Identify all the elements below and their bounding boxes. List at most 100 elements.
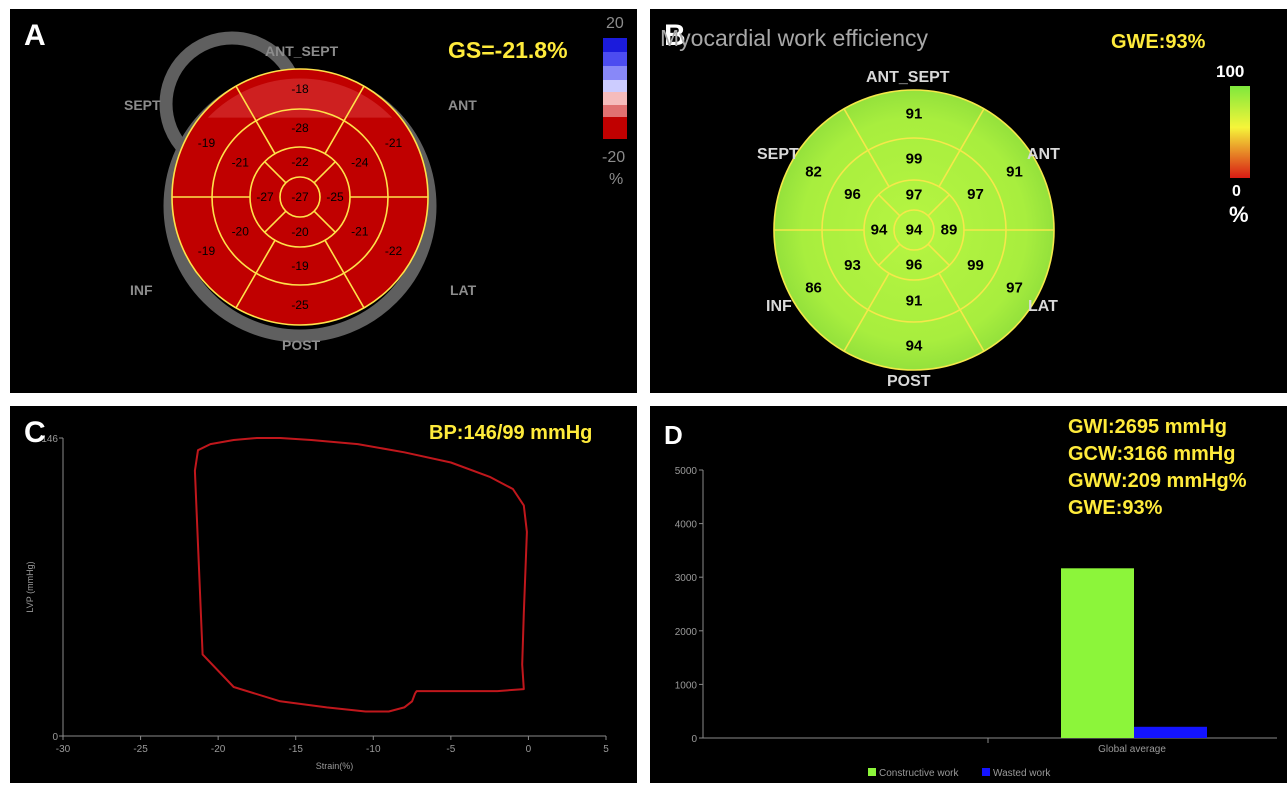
scale-max-label-b: 100: [1216, 62, 1245, 81]
efficiency-title: Myocardial work efficiency: [660, 25, 929, 51]
legend-label: Wasted work: [993, 768, 1051, 779]
y-tick-label: 3000: [675, 573, 698, 584]
panel-a: A -18 -21 -22 -25 -19 -19 -28 -24 -21 -19 -20 -21 -2…: [10, 9, 637, 393]
gcw-value: GCW:3166 mmHg: [1068, 443, 1236, 465]
work-indices-list: GWI:2695 mmHg GCW:3166 mmHg GWW:209 mmHg…: [1068, 414, 1247, 522]
panel-label-b: B: [664, 19, 686, 52]
y-tick-label: 0: [691, 734, 697, 745]
global-strain-value: GS=-21.8%: [448, 37, 568, 63]
panel-b: 91 91 97 94 86 82 99 97 99 91 93 96 97 89 96 94 94 B Myo…: [650, 9, 1287, 393]
wall-label-lat-b: LAT: [1028, 298, 1058, 315]
segment-value-basal: -21: [385, 136, 403, 150]
scale-min-label-b: 0: [1232, 183, 1241, 200]
scale-min-label: -20: [602, 149, 626, 166]
x-tick-label: -5: [446, 744, 455, 755]
segment-value-mid: 99: [967, 257, 984, 274]
gwe-value-d: GWE:93%: [1068, 497, 1163, 519]
efficiency-color-scale: [1230, 86, 1250, 178]
segment-value-basal: -19: [198, 136, 216, 150]
strain-bullseye: -18 -21 -22 -25 -19 -19 -28 -24 -21 -19 -20 -21 -22 -…: [159, 31, 437, 343]
panel-label-d: D: [664, 420, 683, 450]
segment-value-mid: 96: [844, 186, 861, 203]
efficiency-bullseye: 91 91 97 94 86 82 99 97 99 91 93 96 97 89 96 94 94: [773, 86, 1250, 371]
wall-label-inf-b: INF: [766, 298, 792, 315]
segment-value-apical: 97: [906, 187, 923, 204]
panel-d: 0 1000 2000 3000 4000 5000 Global average Const…: [650, 406, 1287, 783]
segment-value-mid: -28: [291, 121, 309, 135]
blood-pressure-value: BP:146/99 mmHg: [429, 422, 593, 444]
segment-value-mid: 97: [967, 186, 984, 203]
wall-label-post: POST: [282, 337, 321, 353]
segment-value-basal: 91: [906, 106, 923, 123]
x-tick-label: 0: [526, 744, 532, 755]
segment-value-mid: -19: [291, 259, 309, 273]
wall-label-sept: SEPT: [124, 97, 161, 113]
segment-value-mid: -21: [351, 225, 369, 239]
segment-value-basal: 94: [906, 338, 923, 355]
gww-value: GWW:209 mmHg%: [1068, 470, 1247, 492]
wall-label-lat: LAT: [450, 282, 477, 298]
x-tick-label: 5: [603, 744, 609, 755]
x-tick-label: -25: [133, 744, 148, 755]
y-tick-label: 146: [41, 434, 58, 445]
x-tick-label: -20: [211, 744, 226, 755]
x-tick-label: -15: [288, 744, 303, 755]
bullseye-dividers: [172, 85, 428, 309]
segment-value-mid: 93: [844, 257, 861, 274]
segment-value-apical: -25: [326, 190, 344, 204]
segment-value-basal: 97: [1006, 280, 1023, 297]
pressure-strain-loop: [193, 437, 528, 713]
wasted-work-bar: [1134, 726, 1207, 738]
x-tick-label: -10: [366, 744, 381, 755]
segment-value-mid: -21: [232, 156, 250, 170]
scale-unit-label: %: [609, 171, 624, 188]
segment-value-apical: -20: [291, 225, 309, 239]
myocardial-work-bar-chart: 0 1000 2000 3000 4000 5000 Global average Const…: [675, 466, 1277, 779]
wall-label-ant: ANT: [448, 97, 477, 113]
segment-value-basal: 86: [805, 280, 822, 297]
wall-label-ant-sept-b: ANT_SEPT: [866, 69, 950, 86]
segment-value-apical: 94: [871, 222, 888, 239]
wall-label-sept-b: SEPT: [757, 146, 799, 163]
constructive-work-bar: [1061, 568, 1134, 738]
legend-label: Constructive work: [879, 768, 959, 779]
segment-value-apical: -27: [256, 190, 274, 204]
segment-value-apex: 94: [906, 222, 923, 239]
gwi-value: GWI:2695 mmHg: [1068, 416, 1227, 438]
panel-label-c: C: [24, 416, 46, 449]
y-tick-label: 0: [52, 732, 58, 743]
segment-value-mid: -20: [232, 225, 250, 239]
wall-label-ant-b: ANT: [1027, 146, 1060, 163]
x-axis-label: Strain(%): [316, 761, 354, 771]
legend-swatch: [868, 768, 876, 776]
scale-unit-label-b: %: [1229, 202, 1249, 227]
segment-value-basal: -25: [291, 298, 309, 312]
gwe-value: GWE:93%: [1111, 31, 1206, 53]
y-axis-label: LVP (mmHg): [25, 561, 35, 612]
segment-value-basal: -19: [198, 244, 216, 258]
segment-value-apex: -27: [291, 190, 309, 204]
segment-value-mid: -24: [351, 156, 369, 170]
segment-value-basal: -22: [385, 244, 403, 258]
segment-value-basal: -18: [291, 82, 309, 96]
segment-value-apical: 96: [906, 257, 923, 274]
y-tick-label: 2000: [675, 627, 698, 638]
pressure-strain-loop-chart: -30 -25 -20 -15 -10 -5 0 5 0 146 Strain(%) LVP (mmH…: [25, 434, 609, 771]
category-label: Global average: [1098, 744, 1166, 755]
x-tick-label: -30: [56, 744, 71, 755]
segment-value-basal: 82: [805, 164, 822, 181]
panel-c: -30 -25 -20 -15 -10 -5 0 5 0 146 Strain(%) LVP (mmH…: [10, 406, 637, 783]
wall-label-ant-sept: ANT_SEPT: [265, 43, 339, 59]
strain-color-scale: [603, 38, 627, 139]
y-tick-label: 5000: [675, 466, 698, 477]
segment-value-mid: 99: [906, 151, 923, 168]
segment-value-apical: 89: [941, 222, 958, 239]
segment-value-apical: -22: [291, 155, 309, 169]
segment-value-mid: 91: [906, 293, 923, 310]
scale-max-label: 20: [606, 15, 624, 32]
panel-label-a: A: [24, 19, 46, 52]
segment-value-basal: 91: [1006, 164, 1023, 181]
bullseye-rings: [171, 68, 429, 326]
bullseye-dividers: [774, 108, 1054, 352]
wall-label-inf: INF: [130, 282, 153, 298]
